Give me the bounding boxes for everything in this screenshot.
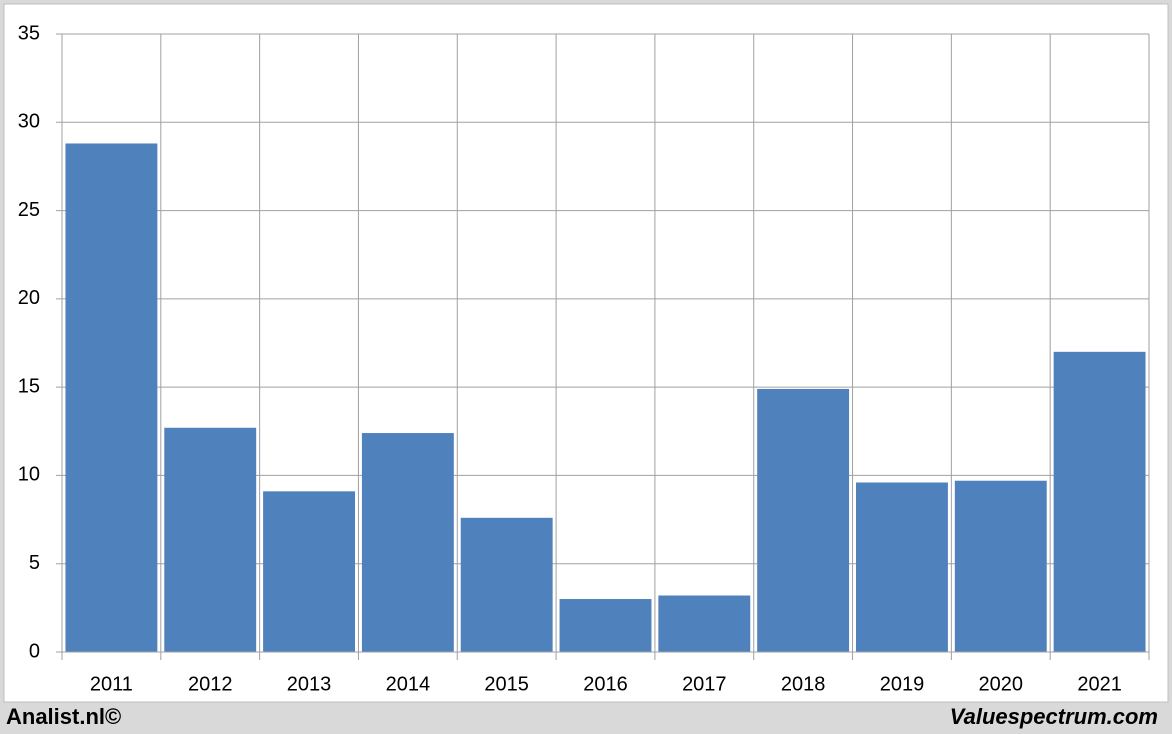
y-tick-label: 30 [18,111,40,133]
y-tick-label: 25 [18,199,40,221]
footer-right: Valuespectrum.com [950,704,1158,729]
x-tick-label: 2011 [90,673,133,695]
y-tick-label: 20 [18,287,40,309]
x-tick-label: 2021 [1077,673,1122,695]
bar [757,388,850,652]
bar [559,599,652,652]
bar [460,517,553,652]
x-tick-label: 2020 [979,673,1024,695]
x-tick-label: 2015 [484,673,529,695]
bar [361,433,454,652]
y-tick-label: 35 [18,22,40,44]
x-tick-label: 2018 [781,673,826,695]
x-tick-label: 2012 [188,673,233,695]
x-tick-label: 2019 [880,673,925,695]
y-tick-label: 0 [29,640,40,662]
y-tick-label: 15 [18,375,40,397]
bar [1053,351,1146,652]
bar [263,491,355,652]
x-tick-label: 2013 [287,673,332,695]
x-tick-label: 2017 [682,673,727,695]
bar [164,427,257,652]
y-tick-label: 5 [29,552,40,574]
bar [856,482,948,652]
footer-left: Analist.nl© [6,704,121,729]
bar [658,595,751,652]
y-tick-label: 10 [18,464,40,486]
bar [954,480,1047,652]
bar [65,143,158,652]
x-tick-label: 2014 [386,673,431,695]
x-tick-label: 2016 [583,673,628,695]
